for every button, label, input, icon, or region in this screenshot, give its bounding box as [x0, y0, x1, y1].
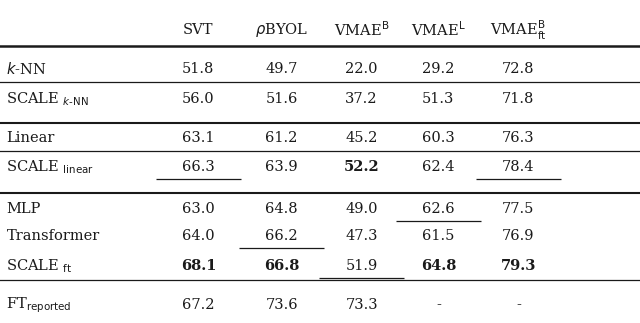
Text: 73.3: 73.3: [346, 298, 378, 312]
Text: 66.2: 66.2: [266, 229, 298, 243]
Text: 49.7: 49.7: [266, 62, 298, 76]
Text: 71.8: 71.8: [502, 92, 534, 106]
Text: Transformer: Transformer: [6, 229, 100, 243]
Text: SCALE $_{{\rm ft}}$: SCALE $_{{\rm ft}}$: [6, 257, 73, 275]
Text: -: -: [436, 298, 441, 312]
Text: 64.0: 64.0: [182, 229, 214, 243]
Text: 51.9: 51.9: [346, 259, 378, 273]
Text: 66.3: 66.3: [182, 161, 215, 174]
Text: MLP: MLP: [6, 202, 41, 216]
Text: SCALE $_{k\text{-NN}}$: SCALE $_{k\text{-NN}}$: [6, 90, 89, 108]
Text: 76.3: 76.3: [502, 130, 534, 145]
Text: 51.6: 51.6: [266, 92, 298, 106]
Text: VMAE$^{\mathrm{B}}$: VMAE$^{\mathrm{B}}$: [334, 21, 389, 39]
Text: 63.1: 63.1: [182, 130, 214, 145]
Text: 73.6: 73.6: [266, 298, 298, 312]
Text: 64.8: 64.8: [420, 259, 456, 273]
Text: 29.2: 29.2: [422, 62, 454, 76]
Text: 64.8: 64.8: [266, 202, 298, 216]
Text: 45.2: 45.2: [346, 130, 378, 145]
Text: 63.9: 63.9: [266, 161, 298, 174]
Text: 52.2: 52.2: [344, 161, 380, 174]
Text: 37.2: 37.2: [346, 92, 378, 106]
Text: 72.8: 72.8: [502, 62, 534, 76]
Text: 68.1: 68.1: [180, 259, 216, 273]
Text: 79.3: 79.3: [500, 259, 536, 273]
Text: VMAE$^{\mathrm{B}}_{\mathrm{ft}}$: VMAE$^{\mathrm{B}}_{\mathrm{ft}}$: [490, 18, 547, 42]
Text: 78.4: 78.4: [502, 161, 534, 174]
Text: SCALE $_{{\rm linear}}$: SCALE $_{{\rm linear}}$: [6, 159, 94, 176]
Text: -: -: [516, 298, 521, 312]
Text: $\rho$BYOL: $\rho$BYOL: [255, 21, 308, 39]
Text: 47.3: 47.3: [346, 229, 378, 243]
Text: 67.2: 67.2: [182, 298, 214, 312]
Text: FT$_{{\rm reported}}$: FT$_{{\rm reported}}$: [6, 295, 72, 315]
Text: 66.8: 66.8: [264, 259, 300, 273]
Text: VMAE$^{\mathrm{L}}$: VMAE$^{\mathrm{L}}$: [411, 21, 466, 39]
Text: 63.0: 63.0: [182, 202, 215, 216]
Text: 56.0: 56.0: [182, 92, 214, 106]
Text: 77.5: 77.5: [502, 202, 534, 216]
Text: 61.5: 61.5: [422, 229, 454, 243]
Text: 62.6: 62.6: [422, 202, 454, 216]
Text: SVT: SVT: [183, 23, 214, 37]
Text: 51.3: 51.3: [422, 92, 454, 106]
Text: Linear: Linear: [6, 130, 55, 145]
Text: 60.3: 60.3: [422, 130, 455, 145]
Text: 76.9: 76.9: [502, 229, 534, 243]
Text: 62.4: 62.4: [422, 161, 454, 174]
Text: $k$-NN: $k$-NN: [6, 61, 47, 77]
Text: 22.0: 22.0: [346, 62, 378, 76]
Text: 49.0: 49.0: [346, 202, 378, 216]
Text: 51.8: 51.8: [182, 62, 214, 76]
Text: 61.2: 61.2: [266, 130, 298, 145]
